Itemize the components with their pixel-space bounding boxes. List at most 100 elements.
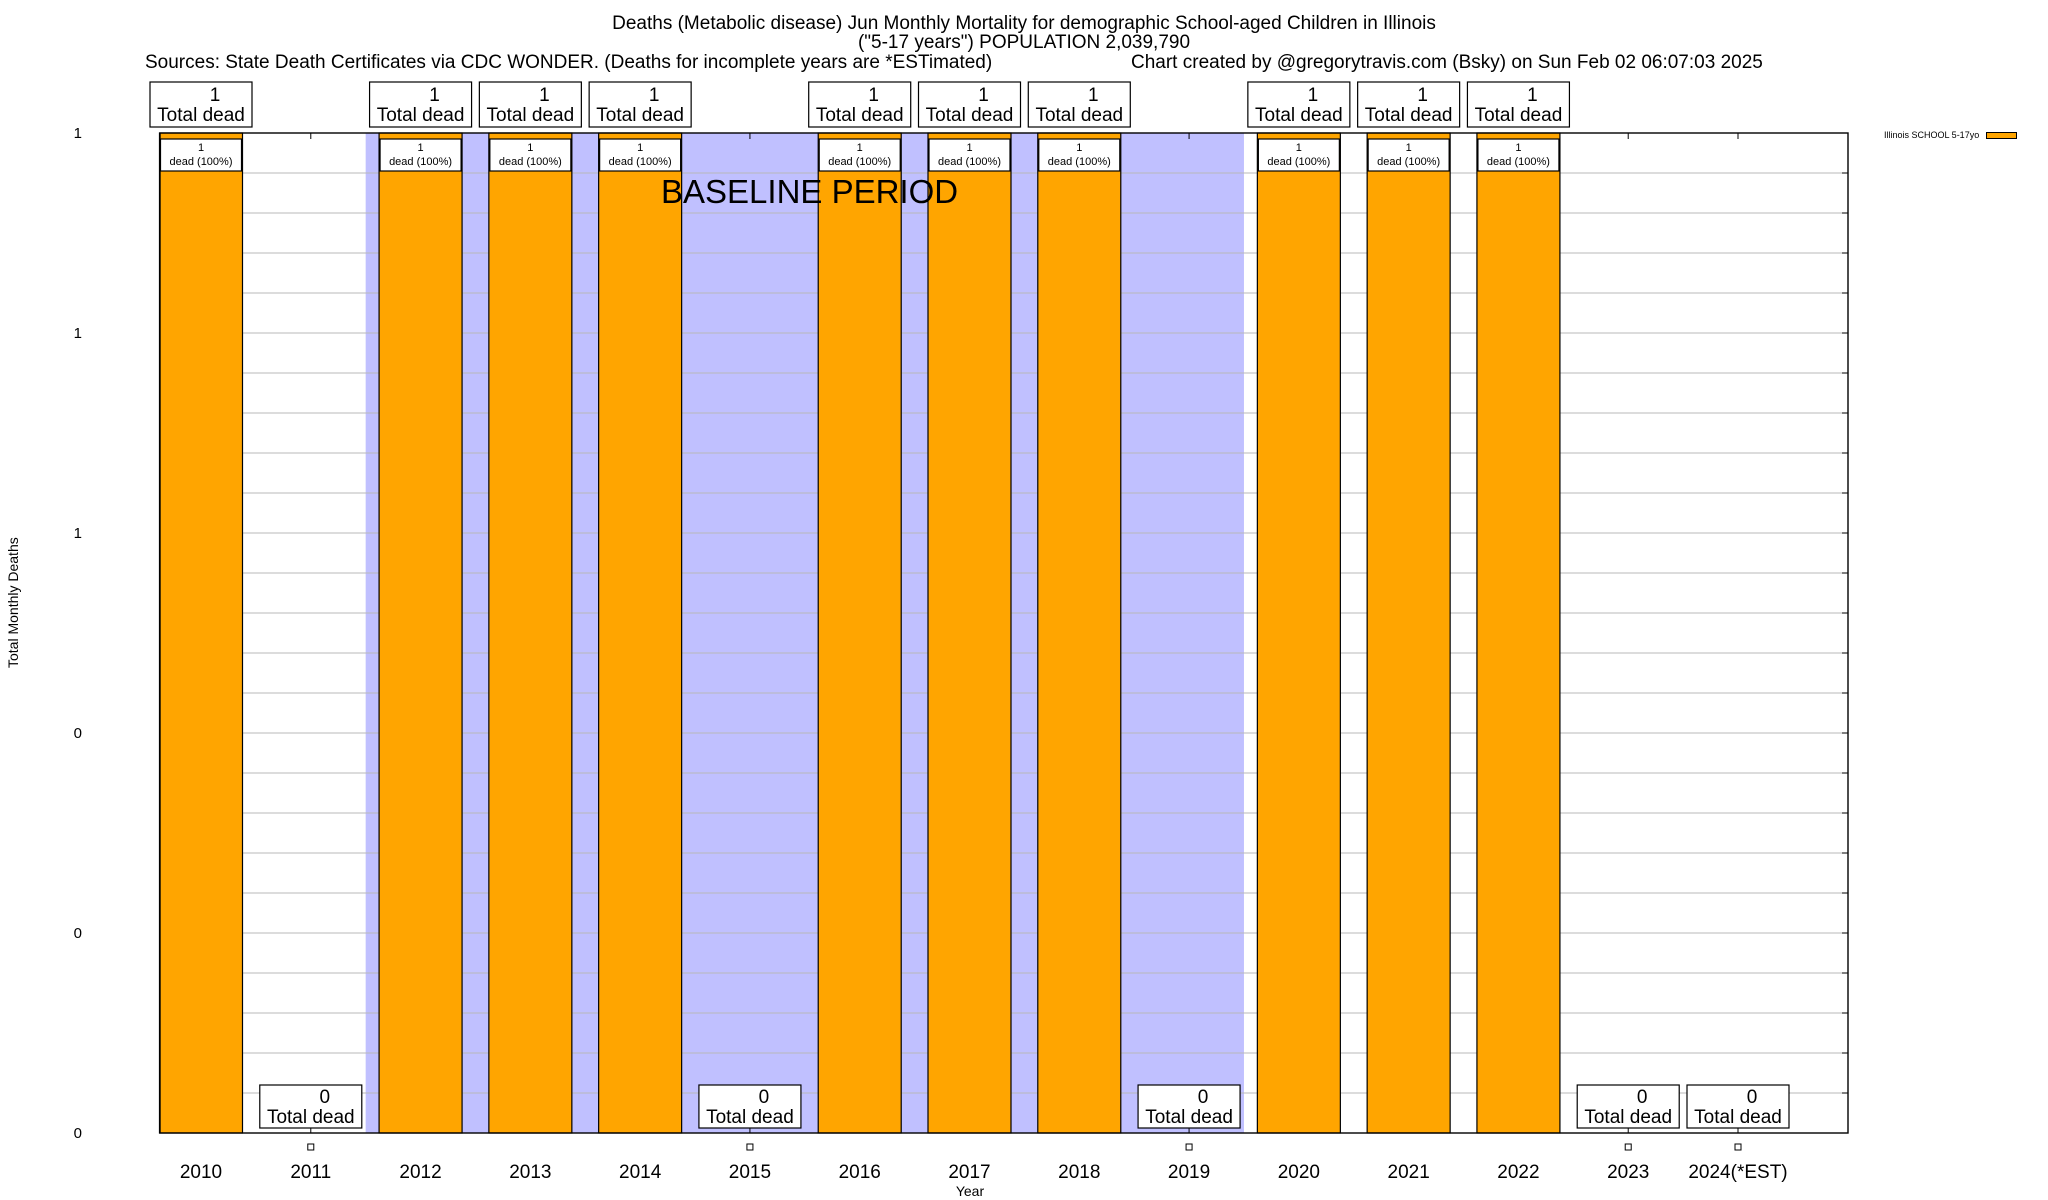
legend: Illinois SCHOOL 5-17yo <box>1884 130 2018 140</box>
bar-total-value: 0 <box>1637 1087 1648 1108</box>
bar <box>488 132 573 1134</box>
bar-total-box <box>588 81 692 128</box>
x-tick-label: 2022 <box>1497 1162 1539 1183</box>
x-tick-label: 2015 <box>729 1162 771 1183</box>
zero-value-marker <box>1624 1143 1632 1151</box>
bar-total-box <box>917 81 1022 128</box>
x-tick-label: 2014 <box>619 1162 662 1183</box>
chart-subtitle: ("5-17 years") POPULATION 2,039,790 <box>857 32 1191 53</box>
x-tick-label: 2011 <box>290 1162 331 1183</box>
x-axis-title: Year <box>956 1183 985 1199</box>
legend-label: Illinois SCHOOL 5-17yo <box>1884 130 1980 140</box>
chart-title: Deaths (Metabolic disease) Jun Monthly M… <box>612 13 1436 34</box>
plot-frame <box>159 132 1849 1134</box>
bar-inner-value: 1 <box>1406 142 1412 154</box>
bar-total-value: 0 <box>1198 1087 1209 1108</box>
bar-total-value: 1 <box>978 85 989 106</box>
bar-total-value: 1 <box>1088 85 1099 106</box>
x-tick-label: 2013 <box>509 1162 551 1183</box>
bar-total-label: Total dead <box>377 105 465 126</box>
bar-inner-value: 1 <box>857 142 863 154</box>
bar-total-label: Total dead <box>706 1107 794 1128</box>
bar-total-label: Total dead <box>157 105 245 126</box>
y-tick-label: 0 <box>74 725 82 742</box>
chart-credit: Chart created by @gregorytravis.com (Bsk… <box>1131 52 1763 73</box>
bar <box>378 132 463 1134</box>
bar-total-label: Total dead <box>1035 105 1123 126</box>
bar-total-label: Total dead <box>267 1107 355 1128</box>
bar-total-value: 1 <box>429 85 440 106</box>
bar <box>1476 132 1561 1134</box>
bar-total-label: Total dead <box>1145 1107 1233 1128</box>
x-tick-label: 2020 <box>1278 1162 1320 1183</box>
bar-total-value: 1 <box>1527 85 1538 106</box>
bar-total-label: Total dead <box>1255 105 1343 126</box>
bar <box>598 132 683 1134</box>
bar <box>158 132 244 1134</box>
bar-total-value: 1 <box>1308 85 1319 106</box>
bar-inner-label: dead (100%) <box>1048 156 1111 168</box>
bar-total-label: Total dead <box>1365 105 1453 126</box>
bar-total-box <box>1466 81 1571 128</box>
bar-inner-label-box <box>1038 138 1121 172</box>
x-tick-label: 2019 <box>1168 1162 1210 1183</box>
bar-total-box <box>1576 1084 1680 1129</box>
bar-inner-value: 1 <box>527 142 533 154</box>
x-tick-label: 2023 <box>1607 1162 1649 1183</box>
bar-inner-label: dead (100%) <box>1487 156 1550 168</box>
bar-inner-label-box <box>818 138 901 172</box>
baseline-label: BASELINE PERIOD <box>661 173 958 210</box>
bar-total-label: Total dead <box>487 105 575 126</box>
bar-inner-label-box <box>1477 138 1560 172</box>
bar-inner-label: dead (100%) <box>828 156 891 168</box>
bar-inner-label: dead (100%) <box>1377 156 1440 168</box>
bar <box>1256 132 1341 1134</box>
y-tick-label: 0 <box>74 1125 82 1142</box>
bar-inner-value: 1 <box>966 142 972 154</box>
bar-total-label: Total dead <box>1694 1107 1782 1128</box>
bar-inner-label-box <box>1257 138 1340 172</box>
bar-inner-label-box <box>379 138 462 172</box>
bar-inner-value: 1 <box>418 142 424 154</box>
x-tick-label: 2016 <box>839 1162 881 1183</box>
bar-total-box <box>698 1084 802 1129</box>
bar-inner-label-box <box>1367 138 1450 172</box>
bar-total-label: Total dead <box>1584 1107 1672 1128</box>
y-tick-label: 1 <box>74 325 82 342</box>
x-tick-label: 2017 <box>948 1162 990 1183</box>
bar-total-value: 1 <box>1417 85 1428 106</box>
bar-inner-value: 1 <box>1296 142 1302 154</box>
zero-value-marker <box>1734 1143 1742 1151</box>
bar-inner-value: 1 <box>637 142 643 154</box>
bar-total-label: Total dead <box>596 105 684 126</box>
bar-inner-value: 1 <box>198 142 204 154</box>
bar-inner-label-box <box>928 138 1011 172</box>
y-tick-label: 1 <box>74 125 82 142</box>
bar-inner-label-box <box>599 138 682 172</box>
bar-inner-label: dead (100%) <box>1267 156 1330 168</box>
bar-total-box <box>1357 81 1461 128</box>
bar-total-value: 1 <box>868 85 879 106</box>
bar-total-value: 0 <box>1747 1087 1758 1108</box>
bar <box>817 132 902 1134</box>
bar <box>927 132 1012 1134</box>
bar-inner-label-box <box>159 138 243 172</box>
chart-sources: Sources: State Death Certificates via CD… <box>145 52 993 73</box>
x-tick-label: 2010 <box>180 1162 222 1183</box>
x-tick-label: 2018 <box>1058 1162 1100 1183</box>
zero-value-marker <box>746 1143 754 1151</box>
bar-total-box <box>808 81 912 128</box>
bar-inner-value: 1 <box>1515 142 1521 154</box>
bar-total-label: Total dead <box>816 105 904 126</box>
legend-swatch <box>1986 131 2018 139</box>
bar-total-box <box>1027 81 1131 128</box>
x-tick-label: 2021 <box>1388 1162 1430 1183</box>
bar-total-value: 1 <box>210 85 221 106</box>
bar-total-box <box>478 81 582 128</box>
bar-inner-label: dead (100%) <box>389 156 452 168</box>
bar <box>1037 132 1122 1134</box>
bar-total-box <box>1247 81 1351 128</box>
x-tick-label: 2024(*EST) <box>1688 1162 1787 1183</box>
bar-inner-label: dead (100%) <box>170 156 233 168</box>
